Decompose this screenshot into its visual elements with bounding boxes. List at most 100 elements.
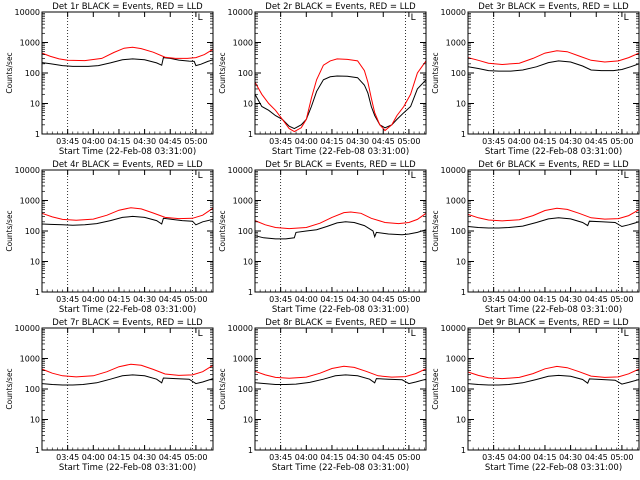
y-tick-label: 10 xyxy=(243,258,253,267)
y-tick-label: 10000 xyxy=(15,166,40,175)
x-tick-label: 05:00 xyxy=(610,137,633,146)
x-tick-label: 03:45 xyxy=(56,137,79,146)
bracket-mark: L xyxy=(198,13,203,23)
x-tick-label: 03:45 xyxy=(482,295,505,304)
x-tick-label: 04:45 xyxy=(585,295,608,304)
y-tick-label: 1 xyxy=(461,130,466,139)
y-tick-label: 100 xyxy=(451,385,466,394)
x-tick-label: 04:00 xyxy=(82,295,105,304)
x-tick-label: 04:45 xyxy=(159,137,182,146)
x-tick-label: 03:45 xyxy=(269,295,292,304)
x-tick-label: 04:30 xyxy=(346,453,369,462)
y-tick-label: 10000 xyxy=(15,324,40,333)
events-series-line xyxy=(467,374,640,386)
lld-series-line xyxy=(467,207,640,222)
y-tick-label: 10000 xyxy=(228,324,253,333)
x-axis-label: Start Time (22-Feb-08 03:31:00) xyxy=(485,463,622,473)
panel-title: Det 3r BLACK = Events, RED = LLD xyxy=(478,2,629,12)
x-tick-label: 04:45 xyxy=(372,453,395,462)
y-tick-label: 1000 xyxy=(446,39,466,48)
y-tick-label: 1000 xyxy=(20,355,40,364)
events-series-line xyxy=(254,75,427,130)
y-tick-label: 1 xyxy=(248,288,253,297)
y-axis-label: Counts/sec xyxy=(431,210,440,251)
y-tick-label: 10 xyxy=(30,416,40,425)
x-tick-label: 04:15 xyxy=(533,453,556,462)
panel-title: Det 4r BLACK = Events, RED = LLD xyxy=(52,160,203,170)
x-axis-label: Start Time (22-Feb-08 03:31:00) xyxy=(485,305,622,315)
y-tick-label: 1000 xyxy=(20,197,40,206)
y-tick-label: 1 xyxy=(461,288,466,297)
y-axis-label: Counts/sec xyxy=(218,210,227,251)
x-tick-label: 04:45 xyxy=(372,295,395,304)
y-tick-label: 1 xyxy=(248,446,253,455)
y-tick-label: 10 xyxy=(243,416,253,425)
bracket-mark: L xyxy=(624,329,629,339)
x-tick-label: 03:45 xyxy=(269,137,292,146)
bracket-mark: L xyxy=(198,329,203,339)
y-tick-label: 10000 xyxy=(441,8,466,17)
lld-series-line xyxy=(41,207,214,221)
x-tick-label: 05:00 xyxy=(610,453,633,462)
x-tick-label: 05:00 xyxy=(610,295,633,304)
lld-series-line xyxy=(467,365,640,380)
x-tick-label: 03:45 xyxy=(269,453,292,462)
x-tick-label: 04:30 xyxy=(133,453,156,462)
y-tick-label: 10 xyxy=(456,100,466,109)
y-axis-label: Counts/sec xyxy=(218,52,227,93)
x-tick-label: 04:00 xyxy=(295,137,318,146)
x-tick-label: 04:00 xyxy=(295,453,318,462)
y-tick-label: 100 xyxy=(451,227,466,236)
x-tick-label: 05:00 xyxy=(184,137,207,146)
y-axis-label: Counts/sec xyxy=(5,52,14,93)
x-tick-label: 05:00 xyxy=(397,295,420,304)
lld-series-line xyxy=(41,363,214,378)
bracket-mark: L xyxy=(411,171,416,181)
x-axis-label: Start Time (22-Feb-08 03:31:00) xyxy=(485,147,622,157)
y-tick-label: 100 xyxy=(25,69,40,78)
x-tick-label: 04:15 xyxy=(533,295,556,304)
x-tick-label: 03:45 xyxy=(56,295,79,304)
y-tick-label: 100 xyxy=(451,69,466,78)
y-tick-label: 100 xyxy=(238,227,253,236)
lld-series-line xyxy=(254,211,427,230)
lld-series-line xyxy=(254,58,427,133)
y-axis-label: Counts/sec xyxy=(431,52,440,93)
x-tick-label: 04:45 xyxy=(159,295,182,304)
x-tick-label: 04:15 xyxy=(320,453,343,462)
y-tick-label: 100 xyxy=(25,227,40,236)
panel-title: Det 5r BLACK = Events, RED = LLD xyxy=(265,160,416,170)
x-tick-label: 04:00 xyxy=(82,453,105,462)
x-tick-label: 04:00 xyxy=(82,137,105,146)
x-axis-label: Start Time (22-Feb-08 03:31:00) xyxy=(272,147,409,157)
lld-series-line xyxy=(467,50,640,66)
y-tick-label: 1 xyxy=(35,130,40,139)
y-tick-label: 10 xyxy=(243,100,253,109)
events-series-line xyxy=(254,374,427,385)
x-tick-label: 03:45 xyxy=(56,453,79,462)
y-tick-label: 100 xyxy=(25,385,40,394)
x-tick-label: 04:45 xyxy=(372,137,395,146)
x-tick-label: 04:00 xyxy=(508,137,531,146)
x-tick-label: 05:00 xyxy=(184,295,207,304)
lld-series-line xyxy=(254,365,427,379)
y-tick-label: 10 xyxy=(456,416,466,425)
x-tick-label: 05:00 xyxy=(397,453,420,462)
panel-title: Det 6r BLACK = Events, RED = LLD xyxy=(478,160,629,170)
y-tick-label: 1000 xyxy=(446,197,466,206)
x-axis-label: Start Time (22-Feb-08 03:31:00) xyxy=(59,147,196,157)
x-tick-label: 04:30 xyxy=(346,295,369,304)
panel-title: Det 7r BLACK = Events, RED = LLD xyxy=(52,318,203,328)
y-tick-label: 100 xyxy=(238,69,253,78)
y-tick-label: 1 xyxy=(35,288,40,297)
x-tick-label: 05:00 xyxy=(397,137,420,146)
events-series-line xyxy=(467,60,640,72)
x-tick-label: 04:45 xyxy=(159,453,182,462)
y-tick-label: 10000 xyxy=(441,166,466,175)
x-tick-label: 04:30 xyxy=(559,453,582,462)
